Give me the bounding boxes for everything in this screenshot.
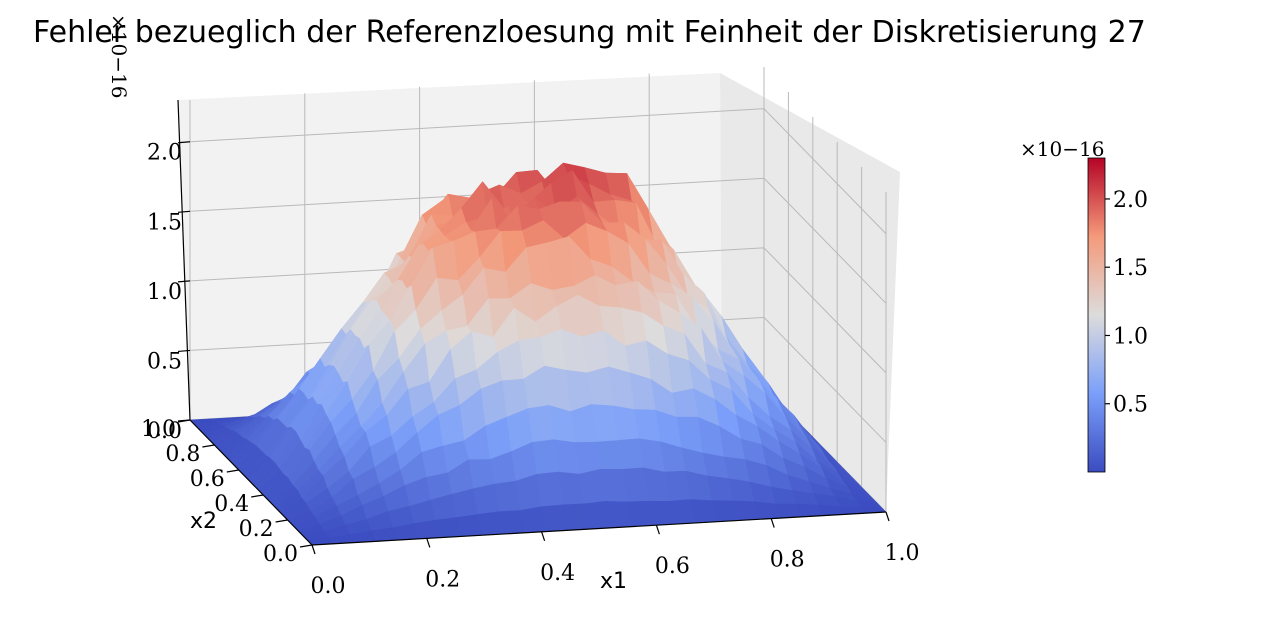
chart-title: Fehler bezueglich der Referenzloesung mi… [33,15,1146,50]
z-tick-mark [177,141,191,144]
error-surface [189,162,887,546]
z-tick-label: 1.5 [147,210,182,235]
x-tick-label: 0.0 [311,574,346,599]
y-tick-mark [226,469,239,473]
z-tick-label: 1.0 [147,280,182,305]
y-tick-mark [202,444,215,448]
z-axis-line [177,99,191,421]
x-tick-label: 0.8 [770,548,805,573]
x-axis-label: x1 [600,569,627,594]
colorbar-ticks: 0.5 1.0 1.5 2.0 [1105,188,1148,418]
x-tick-mark [885,511,890,522]
colorbar-tick-label: 1.0 [1113,324,1148,349]
colorbar [1087,157,1106,473]
x-tick-label: 0.2 [425,567,460,592]
z-tick-label: 2.0 [147,141,182,166]
y-tick-label: 0.6 [190,467,225,492]
z-tick-mark [177,280,191,283]
colorbar-tick-label: 2.0 [1113,188,1148,213]
x-axis-line [311,511,887,546]
z-tick-label: 0.5 [147,349,182,374]
x-tick-mark [770,518,775,528]
y-tick-label: 0.8 [165,442,200,467]
z-tick-mark [177,349,191,353]
y-tick-mark [275,519,288,523]
z-axis-scale-label: ×10−16 [107,14,131,98]
colorbar-tick-label: 1.5 [1113,256,1148,281]
z-tick-mark [177,419,191,422]
y-tick-label: 0.2 [239,517,274,542]
x-tick-mark [655,525,660,535]
colorbar-scale-label: ×10−16 [1020,137,1104,161]
colorbar-tick-label: 0.5 [1113,393,1148,418]
y-tick-label: 0.4 [214,492,249,517]
x-tick-label: 0.4 [540,561,575,586]
x-tick-mark [541,531,546,541]
axis-ticks: 0.0 0.2 0.4 0.6 0.8 1.00.00.20.40.60.81.00.00… [141,141,920,599]
z-tick-label: 0.0 [147,419,182,444]
x-tick-label: 1.0 [885,541,920,566]
y-tick-label: 1.0 [141,417,176,442]
y-axis-label: x2 [190,509,217,534]
y-tick-mark [251,494,264,498]
z-tick-mark [177,210,191,213]
x-tick-label: 0.6 [655,554,690,579]
y-tick-label: 0.0 [263,542,298,567]
y-axis-line [189,419,313,546]
x-tick-mark [311,544,316,555]
x-tick-mark [426,538,431,548]
y-tick-mark [299,544,313,548]
